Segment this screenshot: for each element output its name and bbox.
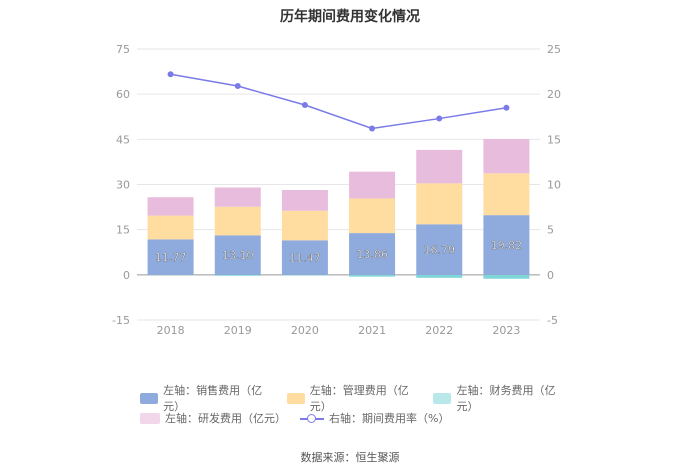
rate-point xyxy=(436,115,443,122)
legend-item-sales[interactable]: 左轴：销售费用（亿元） xyxy=(140,382,273,414)
bar-rnd xyxy=(483,138,530,174)
bar-management xyxy=(349,198,396,234)
bar-sales-value-label: 11.77 xyxy=(155,251,187,264)
rate-point xyxy=(369,125,376,132)
bar-rnd xyxy=(416,149,463,184)
bar-sales xyxy=(147,239,194,275)
bar-sales xyxy=(416,224,463,275)
left-axis-tick-label: 45 xyxy=(116,133,130,146)
legend-item-management[interactable]: 左轴：管理费用（亿元） xyxy=(286,382,420,414)
bar-rnd xyxy=(281,190,328,211)
bar-finance xyxy=(416,274,463,278)
bar-sales-value-label: 16.79 xyxy=(424,244,456,257)
x-axis-tick-label: 2019 xyxy=(224,324,252,337)
bar-sales xyxy=(214,235,261,275)
legend-swatch-rnd xyxy=(140,412,160,424)
x-axis-tick-label: 2022 xyxy=(425,324,453,337)
bar-sales xyxy=(483,215,530,275)
legend-item-finance[interactable]: 左轴：财务费用（亿元） xyxy=(433,382,566,414)
right-axis-tick-label: 25 xyxy=(547,43,561,56)
left-axis-tick-label: 0 xyxy=(123,269,130,282)
legend: 左轴：销售费用（亿元） 左轴：管理费用（亿元） 左轴：财务费用（亿元） 左轴：研… xyxy=(140,384,580,428)
x-axis-tick-label: 2018 xyxy=(157,324,185,337)
left-axis-tick-label: 75 xyxy=(116,43,130,56)
bar-sales-value-label: 13.86 xyxy=(356,248,388,261)
legend-item-rate[interactable]: 右轴：期间费用率（%） xyxy=(300,410,449,426)
bar-management xyxy=(416,183,463,225)
bar-sales xyxy=(349,233,396,275)
x-axis-tick-label: 2021 xyxy=(358,324,386,337)
bar-sales-value-label: 19.82 xyxy=(491,239,523,252)
left-axis-tick-label: 15 xyxy=(116,224,130,237)
chart-title: 历年期间费用变化情况 xyxy=(280,9,420,25)
bar-rnd xyxy=(214,187,261,207)
x-axis-tick-label: 2020 xyxy=(291,324,319,337)
bar-management xyxy=(214,206,261,236)
right-axis-tick-label: 0 xyxy=(547,269,554,282)
legend-item-rnd[interactable]: 左轴：研发费用（亿元） xyxy=(140,410,286,426)
bar-management xyxy=(147,215,194,240)
bar-finance xyxy=(214,274,261,276)
legend-label-finance: 左轴：财务费用（亿元） xyxy=(456,384,556,413)
rate-line xyxy=(170,73,507,130)
bar-rnd xyxy=(349,171,396,199)
left-axis-tick-label: -15 xyxy=(112,314,130,327)
legend-label-rate: 右轴：期间费用率（%） xyxy=(329,412,450,425)
legend-swatch-finance xyxy=(433,392,452,404)
bar-management xyxy=(281,210,328,241)
right-axis-tick-label: 15 xyxy=(547,133,561,146)
bar-finance xyxy=(349,274,396,277)
left-axis-tick-label: 60 xyxy=(116,88,130,101)
legend-label-management: 左轴：管理费用（亿元） xyxy=(309,384,409,413)
bar-finance xyxy=(281,274,328,276)
right-axis-tick-label: 20 xyxy=(547,88,561,101)
bar-rnd xyxy=(147,197,194,216)
bar-finance xyxy=(483,274,530,279)
right-axis-tick-label: 10 xyxy=(547,179,561,192)
bar-sales xyxy=(281,240,328,275)
bar-sales-value-label: 11.47 xyxy=(289,252,321,265)
x-axis-tick-label: 2023 xyxy=(492,324,520,337)
right-axis-tick-label: -5 xyxy=(547,314,558,327)
legend-label-sales: 左轴：销售费用（亿元） xyxy=(163,384,263,413)
rate-point xyxy=(301,102,308,109)
data-source: 数据来源：恒生聚源 xyxy=(300,451,400,464)
legend-label-rnd: 左轴：研发费用（亿元） xyxy=(165,412,286,425)
left-axis-tick-label: 30 xyxy=(116,179,130,192)
bar-management xyxy=(483,173,530,216)
rate-point xyxy=(503,104,510,111)
legend-swatch-sales xyxy=(140,392,159,404)
right-axis-tick-label: 5 xyxy=(547,224,554,237)
legend-swatch-management xyxy=(286,392,305,404)
rate-point xyxy=(167,71,174,78)
legend-swatch-rate xyxy=(300,413,324,424)
rate-point xyxy=(234,83,241,90)
bar-sales-value-label: 13.10 xyxy=(222,249,254,262)
